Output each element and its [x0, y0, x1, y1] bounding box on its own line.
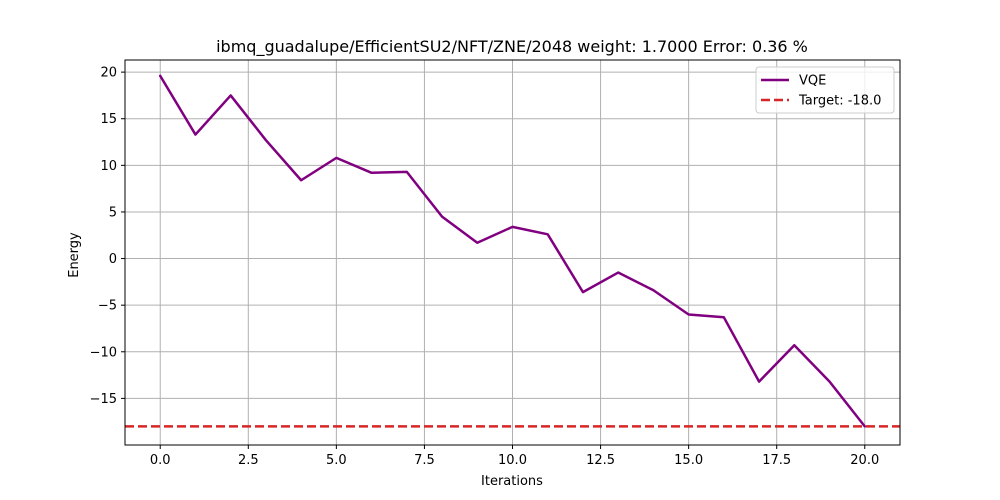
y-tick-label: −10 [90, 345, 117, 360]
x-tick-label: 12.5 [586, 453, 615, 468]
legend-entry-vqe: VQE [761, 74, 826, 89]
y-tick-label: 0 [109, 252, 117, 267]
y-axis-label: Energy [67, 232, 82, 278]
y-tick-label: 10 [100, 159, 117, 174]
y-tick-label: 15 [100, 112, 117, 127]
x-tick-label: 10.0 [498, 453, 527, 468]
y-ticks: −15 −10 −5 0 5 10 15 20 [90, 66, 125, 407]
x-axis-label: Iterations [481, 474, 543, 489]
chart-title: ibmq_guadalupe/EfficientSU2/NFT/ZNE/2048… [216, 37, 808, 57]
y-tick-label: 5 [109, 205, 117, 220]
x-tick-label: 15.0 [674, 453, 703, 468]
y-tick-label: −5 [98, 299, 117, 314]
legend: VQE Target: -18.0 [755, 66, 895, 114]
x-tick-label: 5.0 [326, 453, 347, 468]
legend-label: Target: -18.0 [798, 94, 881, 109]
vqe-series-line [158, 74, 867, 428]
grid [125, 60, 900, 445]
series [158, 74, 867, 428]
x-tick-label: 7.5 [414, 453, 435, 468]
x-tick-label: 20.0 [850, 453, 879, 468]
y-tick-label: −15 [90, 392, 117, 407]
x-ticks: 0.0 2.5 5.0 7.5 10.0 12.5 15.0 17.5 20.0 [150, 445, 879, 468]
x-tick-label: 0.0 [150, 453, 171, 468]
legend-entry-target: Target: -18.0 [761, 94, 881, 109]
x-tick-label: 17.5 [762, 453, 791, 468]
legend-box [755, 66, 895, 114]
y-tick-label: 20 [100, 66, 117, 81]
legend-label: VQE [799, 74, 826, 89]
x-tick-label: 2.5 [238, 453, 259, 468]
